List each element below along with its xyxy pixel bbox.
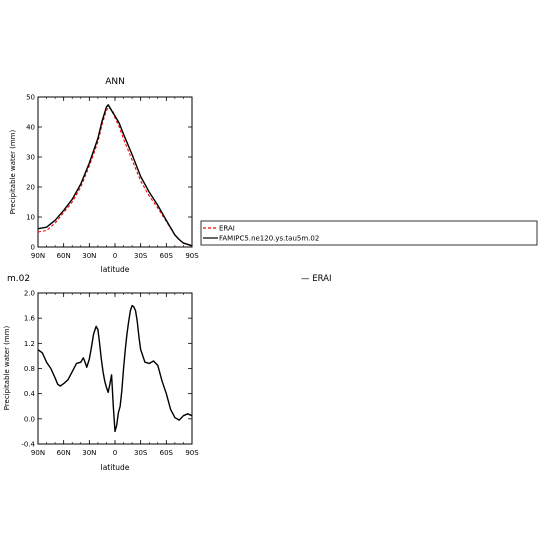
bottom-y-tick-label: 0.0 [24, 415, 35, 423]
top-y-tick-label: 40 [26, 124, 35, 132]
bottom-y-tick-label: 0.4 [24, 390, 36, 398]
top-x-tick-label: 30N [82, 252, 96, 260]
bottom-x-tick-label: 90S [185, 449, 199, 457]
bottom-x-tick-label: 60S [160, 449, 174, 457]
top-chart-title: ANN [105, 77, 125, 87]
top-series-line-famipc5-ne120-ys-tau5m-02 [37, 104, 193, 247]
top-x-tick-label: 60S [160, 252, 174, 260]
top-y-tick-label: 50 [26, 94, 35, 102]
bottom-y-tick-label: 1.6 [24, 315, 36, 323]
bottom-y-axis-label: Precipitable water (mm) [3, 325, 11, 410]
top-x-tick-label: 60N [57, 252, 71, 260]
bottom-x-tick-label: 30S [134, 449, 148, 457]
top-y-tick-label: 30 [26, 154, 35, 162]
bottom-x-tick-label: 60N [57, 449, 71, 457]
bottom-x-axis-label: latitude [101, 463, 130, 472]
bottom-y-tick-label: 2.0 [24, 290, 35, 298]
top-y-axis-label: Precipitable water (mm) [9, 129, 17, 214]
top-x-tick-label: 90S [185, 252, 199, 260]
bottom-y-tick-label: -0.4 [21, 441, 35, 449]
top-chart: ANN 0 10 20 30 40 50 90N 60N 30N 0 30S 60S 90S lati… [9, 77, 199, 274]
legend-label-erai: ERAI [219, 225, 235, 233]
top-x-tick-label: 90N [31, 252, 45, 260]
bottom-chart-title: m.02 [7, 274, 30, 284]
bottom-chart: m.02 — ERAI -0.4 0.0 0.4 0.8 1.2 1.6 2.0 90N 60… [3, 274, 331, 472]
legend-frame [200, 220, 538, 246]
top-y-tick-label: 0 [31, 244, 35, 252]
legend-label-model: FAMIPC5.ne120.ys.tau5m.02 [219, 235, 319, 243]
top-x-tick-label: 30S [134, 252, 148, 260]
top-x-tick-label: 0 [113, 252, 117, 260]
bottom-x-tick-label: 0 [113, 449, 117, 457]
top-y-tick-label: 10 [26, 214, 35, 222]
top-x-axis-label: latitude [101, 265, 130, 274]
bottom-x-tick-label: 30N [82, 449, 96, 457]
top-y-tick-label: 20 [26, 184, 35, 192]
bottom-y-tick-label: 1.2 [24, 340, 35, 348]
bottom-annotation: — ERAI [301, 274, 331, 284]
bottom-x-tick-label: 90N [31, 449, 45, 457]
bottom-y-tick-label: 0.8 [24, 365, 35, 373]
legend: ERAI FAMIPC5.ne120.ys.tau5m.02 [200, 220, 538, 246]
bottom-series-line-0 [37, 304, 193, 433]
